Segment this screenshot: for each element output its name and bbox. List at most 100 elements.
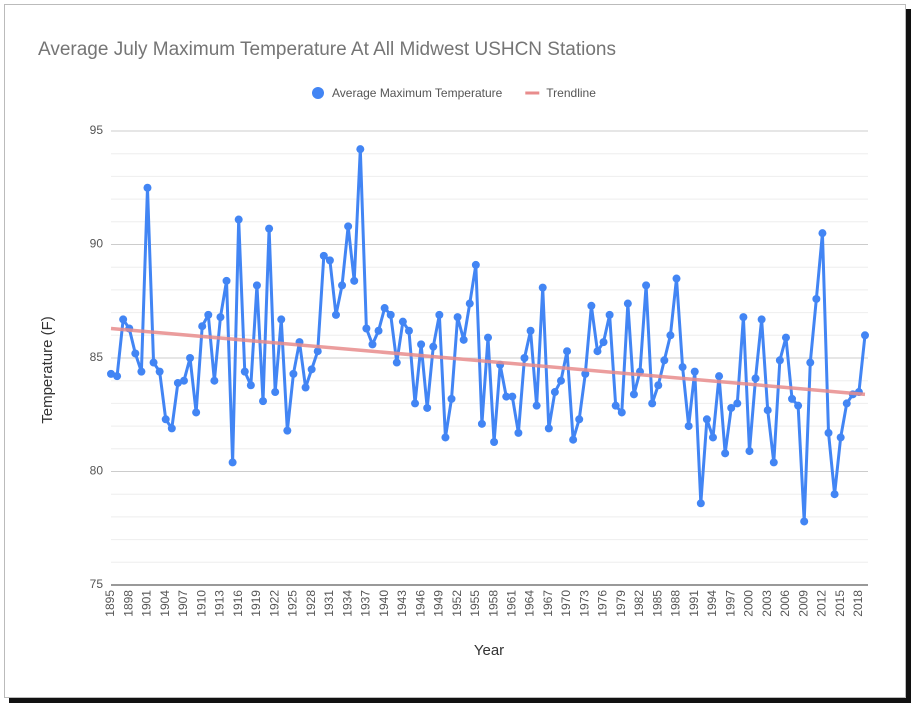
data-point: [423, 403, 432, 412]
data-point: [623, 299, 632, 308]
x-tick-label: 1997: [723, 590, 737, 617]
data-point: [745, 447, 754, 456]
data-point: [575, 415, 584, 424]
data-point: [216, 313, 225, 322]
data-point: [289, 369, 298, 378]
y-tick-label: 95: [90, 123, 104, 137]
data-point: [380, 304, 389, 313]
x-tick-label: 1976: [596, 590, 610, 617]
data-point: [161, 415, 170, 424]
data-point: [301, 383, 310, 392]
data-point: [459, 335, 468, 344]
data-point: [696, 499, 705, 508]
data-point: [155, 367, 164, 376]
data-point: [611, 401, 620, 410]
data-point: [672, 274, 681, 283]
legend-label: Average Maximum Temperature: [332, 86, 503, 100]
data-point: [429, 342, 438, 351]
chart-title: Average July Maximum Temperature At All …: [38, 39, 616, 60]
data-point: [119, 315, 128, 324]
data-point: [532, 401, 541, 410]
y-tick-label: 75: [90, 577, 104, 591]
data-point: [173, 378, 182, 387]
x-tick-label: 1925: [286, 590, 300, 617]
data-point: [708, 433, 717, 442]
x-tick-label: 1910: [194, 590, 208, 617]
data-point: [234, 215, 243, 224]
data-point: [271, 388, 280, 397]
data-point: [812, 294, 821, 303]
data-point: [788, 394, 797, 403]
x-tick-label: 1970: [559, 590, 573, 617]
x-tick-label: 1958: [486, 590, 500, 617]
data-point: [544, 424, 553, 433]
x-tick-label: 1985: [650, 590, 664, 617]
y-axis-label: Temperature (F): [39, 316, 56, 424]
data-point: [775, 356, 784, 365]
data-point: [265, 224, 274, 233]
data-point: [392, 358, 401, 367]
x-tick-label: 1931: [322, 590, 336, 617]
y-tick-label: 85: [90, 350, 104, 364]
data-point: [660, 356, 669, 365]
x-tick-label: 1922: [267, 590, 281, 617]
data-point: [690, 367, 699, 376]
data-point: [362, 324, 371, 333]
x-tick-label: 1928: [304, 590, 318, 617]
data-point: [149, 358, 158, 367]
data-point: [538, 283, 547, 292]
data-point: [113, 372, 122, 381]
x-tick-label: 1964: [523, 590, 537, 617]
data-point: [131, 349, 140, 358]
data-point: [587, 301, 596, 310]
data-point: [654, 381, 663, 390]
data-point: [240, 367, 249, 376]
data-point: [313, 347, 322, 356]
data-point: [137, 367, 146, 376]
data-point: [477, 419, 486, 428]
data-point: [307, 365, 316, 374]
data-point: [550, 388, 559, 397]
data-point: [356, 145, 365, 154]
x-tick-label: 2018: [851, 590, 865, 617]
data-point: [198, 322, 207, 331]
x-tick-label: 1937: [359, 590, 373, 617]
data-point: [283, 426, 292, 435]
x-tick-label: 1991: [687, 590, 701, 617]
data-point: [678, 363, 687, 372]
x-axis-label: Year: [474, 642, 504, 659]
data-point: [830, 490, 839, 499]
data-point: [465, 299, 474, 308]
data-point: [325, 256, 334, 265]
y-tick-label: 80: [90, 464, 104, 478]
data-point: [441, 433, 450, 442]
data-point: [386, 310, 395, 319]
data-point: [192, 408, 201, 417]
data-point: [374, 326, 383, 335]
data-point: [781, 333, 790, 342]
x-tick-label: 1949: [432, 590, 446, 617]
data-point: [526, 326, 535, 335]
data-point: [502, 392, 511, 401]
data-point: [563, 347, 572, 356]
data-point: [319, 251, 328, 260]
x-tick-label: 1940: [377, 590, 391, 617]
data-point: [228, 458, 237, 467]
data-point: [447, 394, 456, 403]
data-point: [721, 449, 730, 458]
data-point: [800, 517, 809, 526]
data-point: [490, 437, 499, 446]
data-point: [210, 376, 219, 385]
data-point: [593, 347, 602, 356]
x-tick-label: 2000: [742, 590, 756, 617]
legend-label: Trendline: [546, 86, 596, 100]
data-point: [435, 310, 444, 319]
x-tick-label: 1955: [468, 590, 482, 617]
data-point: [107, 369, 115, 378]
x-tick-label: 1919: [249, 590, 263, 617]
x-tick-label: 1904: [158, 590, 172, 617]
data-point: [702, 415, 711, 424]
x-tick-label: 1916: [231, 590, 245, 617]
data-point: [277, 315, 286, 324]
